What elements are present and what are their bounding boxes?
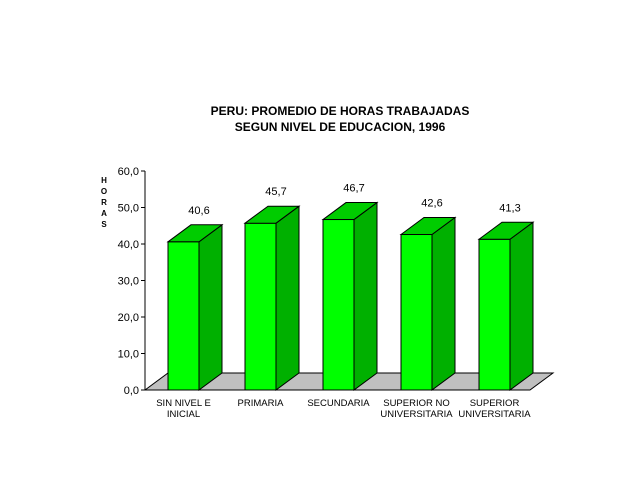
y-tick-label: 20,0 [118, 312, 139, 324]
category-label: SECUNDARIA [307, 398, 370, 409]
category-label: SIN NIVEL E [156, 398, 211, 409]
category-label: SUPERIOR NO [383, 398, 450, 409]
bar-side [431, 216, 456, 391]
y-tick-label: 10,0 [118, 349, 139, 361]
chart-title: PERU: PROMEDIO DE HORAS TRABAJADAS SEGUN … [211, 104, 470, 134]
y-axis-label-letter: A [101, 209, 107, 218]
bar-front [400, 234, 433, 391]
bar-front [167, 241, 200, 391]
y-axis-label: HORAS [101, 176, 107, 229]
y-axis-label-letter: O [101, 187, 107, 196]
bar-top [321, 202, 379, 221]
bar-front [244, 222, 277, 391]
bar-top [399, 217, 457, 236]
y-tick-label: 60,0 [118, 166, 139, 178]
bar [477, 221, 535, 391]
bar-value-label: 46,7 [343, 183, 364, 195]
category-label: PRIMARIA [238, 398, 285, 409]
y-tick-label: 30,0 [118, 276, 139, 288]
bars [166, 201, 535, 391]
y-tick-label: 0,0 [124, 385, 139, 397]
bar-top [166, 224, 224, 243]
bar [321, 201, 379, 391]
bar-side [198, 223, 223, 391]
bar-front [322, 219, 355, 391]
bar-side [509, 221, 534, 391]
bar-value-label: 45,7 [265, 186, 286, 198]
category-label: INICIAL [167, 409, 200, 420]
bar-front [478, 238, 511, 391]
bar [399, 216, 457, 391]
y-axis: 0,0 10,0 20,0 30,0 40,0 50,0 60,0 [118, 166, 146, 397]
bar-top [477, 221, 535, 240]
y-tick-label: 40,0 [118, 239, 139, 251]
y-tick-label: 50,0 [118, 203, 139, 215]
y-axis-label-letter: H [101, 176, 107, 185]
y-axis-label-letter: S [101, 220, 107, 229]
bar-value-label: 40,6 [188, 205, 209, 217]
chart-title-line-1: PERU: PROMEDIO DE HORAS TRABAJADAS [211, 104, 470, 118]
chart-title-line-2: SEGUN NIVEL DE EDUCACION, 1996 [235, 120, 446, 134]
category-label: UNIVERSITARIA [380, 409, 453, 420]
bar-side [275, 205, 300, 391]
category-label: UNIVERSITARIA [458, 409, 531, 420]
bar-side [353, 201, 378, 391]
bar [166, 223, 224, 391]
bar [243, 205, 301, 391]
bar-value-label: 42,6 [421, 198, 442, 210]
bar-value-label: 41,3 [499, 202, 520, 214]
y-axis-label-letter: R [101, 198, 107, 207]
value-labels: 40,6 45,7 46,7 42,6 41,3 [188, 183, 520, 217]
category-label: SUPERIOR [470, 398, 520, 409]
bar-top [243, 205, 301, 224]
